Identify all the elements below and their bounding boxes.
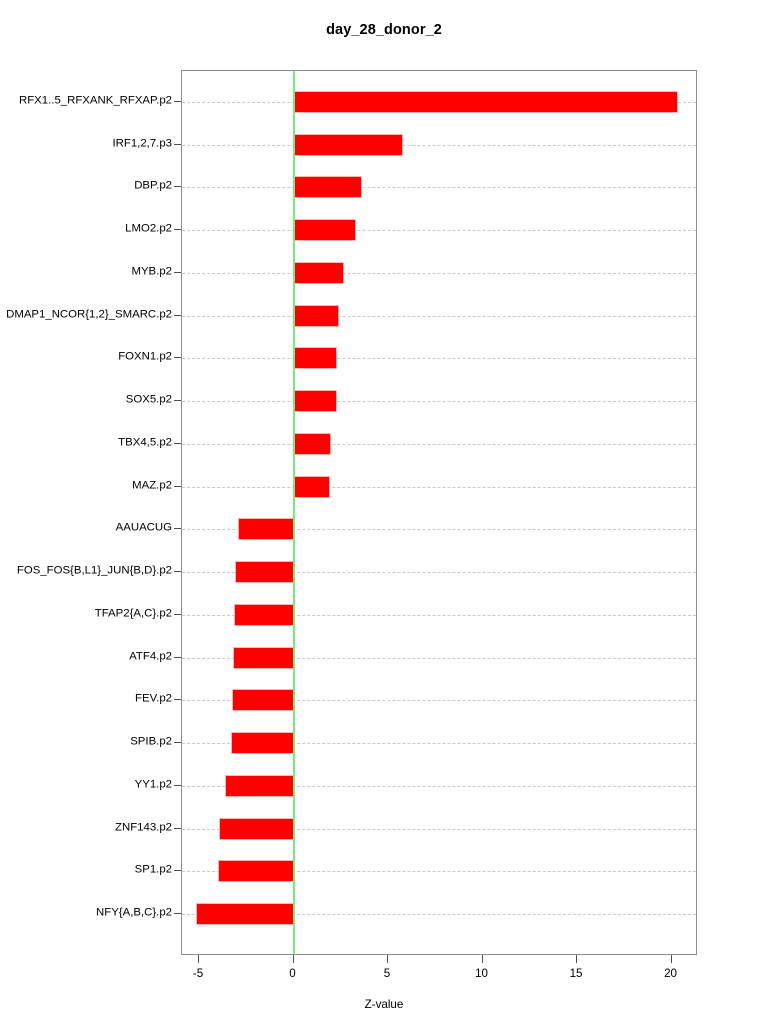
x-axis-label: 0 [289, 967, 296, 980]
bar [293, 261, 345, 284]
gridline [182, 871, 696, 873]
y-axis-label: SP1.p2 [134, 863, 172, 876]
x-tick-mark [387, 955, 389, 963]
y-axis-label: FEV.p2 [135, 692, 172, 705]
gridline [182, 657, 696, 659]
x-tick-mark [670, 955, 672, 963]
gridline [182, 401, 696, 403]
bar [232, 689, 294, 712]
gridline [182, 914, 696, 916]
y-tick-mark [174, 143, 181, 145]
bar [218, 817, 294, 840]
bar [293, 90, 679, 113]
gridline [182, 529, 696, 531]
bar [237, 518, 294, 541]
x-axis-label: 5 [383, 967, 391, 980]
y-axis-label: DMAP1_NCOR{1,2}_SMARC.p2 [6, 307, 172, 320]
bar [196, 903, 294, 926]
y-axis-label: AAUACUG [115, 521, 172, 534]
y-axis-label: SOX5.p2 [125, 393, 172, 406]
y-tick-mark [174, 742, 181, 744]
gridline [182, 230, 696, 232]
gridline [182, 443, 696, 445]
plot-area [181, 70, 697, 955]
x-axis-label: -5 [192, 967, 204, 980]
x-axis-label: 15 [569, 967, 583, 980]
bar [293, 432, 331, 455]
y-axis-label: DBP.p2 [134, 179, 172, 192]
gridline [182, 743, 696, 745]
gridline [182, 572, 696, 574]
y-axis-label: SPIB.p2 [130, 735, 172, 748]
gridline [182, 828, 696, 830]
y-tick-mark [174, 186, 181, 188]
gridline [182, 700, 696, 702]
gridline [182, 315, 696, 317]
bar [293, 219, 356, 242]
y-axis-label: FOXN1.p2 [118, 350, 172, 363]
y-axis-label: TBX4,5.p2 [118, 436, 172, 449]
y-axis-label: FOS_FOS{B,L1}_JUN{B,D}.p2 [16, 564, 172, 577]
bar [231, 732, 294, 755]
y-tick-mark [174, 314, 181, 316]
y-axis-label: TFAP2{A,C}.p2 [94, 607, 172, 620]
y-tick-mark [174, 357, 181, 359]
y-axis-label: ZNF143.p2 [115, 820, 172, 833]
gridline [182, 272, 696, 274]
y-tick-mark [174, 913, 181, 915]
y-tick-mark [174, 784, 181, 786]
y-tick-mark [174, 827, 181, 829]
bar [293, 475, 330, 498]
bar [293, 390, 337, 413]
gridline [182, 358, 696, 360]
y-tick-mark [174, 699, 181, 701]
y-axis-label: NFY{A,B,C}.p2 [96, 906, 172, 919]
y-tick-mark [174, 870, 181, 872]
y-axis-label: IRF1,2,7.p3 [112, 136, 172, 149]
y-tick-mark [174, 613, 181, 615]
bar [293, 304, 339, 327]
x-tick-mark [576, 955, 578, 963]
zero-reference-line [292, 71, 295, 954]
y-axis-label: RFX1..5_RFXANK_RFXAP.p2 [19, 94, 172, 107]
bar [217, 860, 294, 883]
bar [293, 133, 403, 156]
gridline [182, 144, 696, 146]
y-tick-mark [174, 400, 181, 402]
y-tick-mark [174, 100, 181, 102]
x-tick-mark [198, 955, 199, 963]
y-axis-label: MAZ.p2 [132, 478, 172, 491]
chart-title: day_28_donor_2 [326, 22, 442, 38]
bar [233, 603, 294, 626]
y-tick-mark [174, 656, 181, 658]
gridline [182, 785, 696, 787]
bar [235, 561, 294, 584]
gridline [182, 486, 696, 488]
gridline [182, 614, 696, 616]
x-axis-title: Z-value [364, 998, 404, 1011]
bar [233, 646, 294, 669]
bar [293, 347, 338, 370]
y-tick-mark [174, 229, 181, 231]
gridline [182, 187, 696, 189]
bar [293, 176, 362, 199]
y-axis: RFX1..5_RFXANK_RFXAP.p2 IRF1,2,7.p3 DBP.p2… [0, 0, 172, 1028]
y-tick-mark [174, 571, 181, 573]
x-tick-mark [292, 955, 294, 963]
y-tick-mark [174, 528, 181, 530]
y-tick-mark [174, 442, 181, 444]
y-axis-label: LMO2.p2 [125, 222, 172, 235]
x-tick-mark [481, 955, 483, 963]
y-axis-label: YY1.p2 [134, 778, 172, 791]
x-axis-label: 10 [475, 967, 488, 980]
y-axis-label: ATF4.p2 [129, 649, 172, 662]
bar [225, 774, 294, 797]
y-tick-mark [174, 271, 181, 273]
y-axis-label: MYB.p2 [131, 265, 172, 278]
x-axis-label: 20 [664, 967, 677, 980]
y-tick-mark [174, 485, 181, 487]
